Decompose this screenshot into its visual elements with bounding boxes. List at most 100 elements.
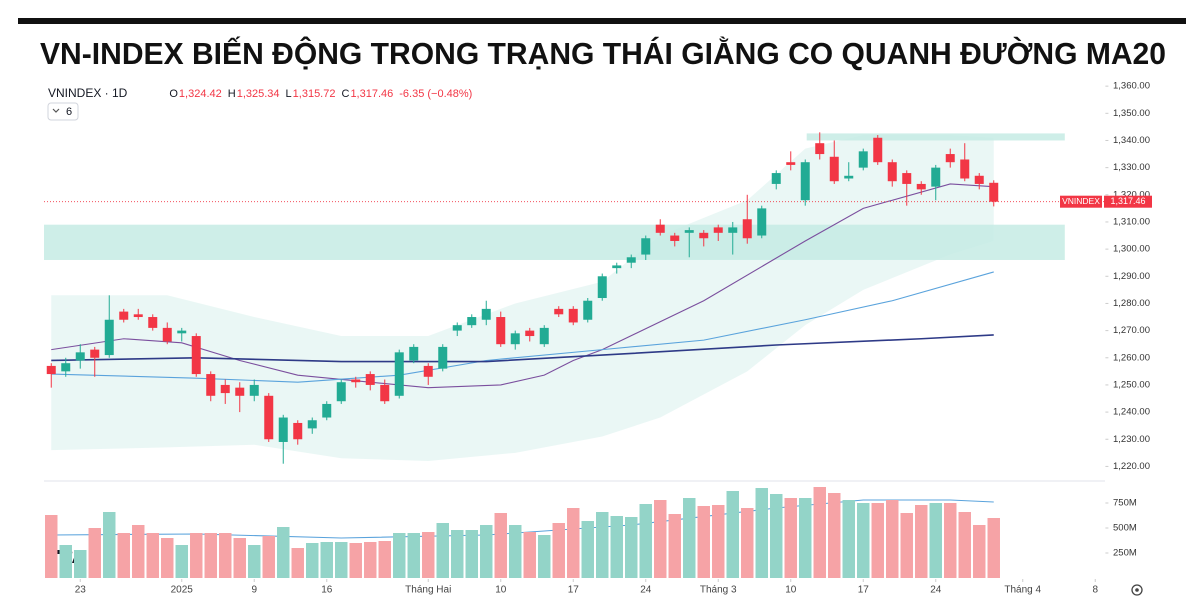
volume-bar	[871, 503, 884, 578]
volume-bar	[436, 523, 449, 578]
volume-bar	[219, 533, 232, 578]
candle-body	[612, 265, 622, 269]
x-tick-label: 10	[495, 585, 507, 596]
y-tick-label: 1,230.00	[1113, 434, 1150, 445]
candle-body	[771, 173, 781, 184]
candle-body	[104, 319, 114, 356]
candle-body	[829, 156, 839, 182]
volume-bar	[262, 536, 275, 578]
candle-body	[177, 330, 187, 334]
volume-bar	[161, 538, 174, 578]
volume-bar	[306, 543, 319, 578]
candle-body	[90, 349, 100, 358]
volume-bar	[857, 503, 870, 578]
legend-text: VNINDEX · 1D	[48, 86, 128, 100]
volume-bar	[248, 545, 261, 578]
candle-body	[525, 330, 535, 337]
legend-text: H	[228, 88, 236, 100]
legend-text: O	[169, 88, 178, 100]
x-tick-label: Tháng Hai	[405, 585, 451, 596]
candle-body	[162, 327, 172, 342]
x-tick-label: 8	[1092, 585, 1098, 596]
volume-bar	[944, 503, 957, 578]
volume-bar	[842, 500, 855, 578]
candle-body	[757, 208, 767, 236]
candle-body	[351, 379, 361, 383]
candle-body	[670, 235, 680, 241]
volume-bar	[204, 533, 217, 578]
x-tick-label: 24	[640, 585, 652, 596]
volume-bar	[668, 514, 681, 578]
candle-body	[742, 219, 752, 239]
y-tick-label: 1,240.00	[1113, 407, 1150, 418]
candle-body	[452, 325, 462, 331]
x-tick-label: Tháng 3	[700, 585, 737, 596]
bollinger-band	[51, 135, 994, 461]
volume-bar	[378, 541, 391, 578]
candle-body	[307, 420, 317, 429]
volume-bar	[509, 525, 522, 578]
candle-body	[597, 276, 607, 299]
chart-title: VN-INDEX BIẾN ĐỘNG TRONG TRẠNG THÁI GIẰN…	[40, 35, 1166, 71]
volume-bar	[233, 538, 246, 578]
candle-body	[786, 162, 796, 165]
candle-body	[380, 384, 390, 402]
settings-icon[interactable]	[1131, 584, 1143, 596]
volume-tick-label: 750M	[1113, 498, 1137, 509]
volume-bar	[480, 525, 493, 578]
candle-body	[539, 327, 549, 345]
y-tick-label: 1,260.00	[1113, 352, 1150, 363]
y-tick-label: 1,280.00	[1113, 298, 1150, 309]
y-tick-label: 1,300.00	[1113, 244, 1150, 255]
plot	[44, 133, 1065, 539]
candle-body	[583, 300, 593, 320]
volume-bar	[407, 533, 420, 578]
volume-bar	[610, 516, 623, 578]
volume-bar	[726, 491, 739, 578]
volume-bar	[755, 488, 768, 578]
volume-bar	[770, 494, 783, 578]
volume-bar	[103, 512, 116, 578]
volume-bar	[364, 542, 377, 578]
candle-body	[322, 403, 332, 418]
volume-bar	[175, 545, 188, 578]
candle-body	[235, 387, 245, 396]
legend-text: -6.35 (−0.48%)	[399, 88, 472, 100]
volume-bar	[581, 521, 594, 578]
price-tag-name-bg	[1060, 195, 1102, 208]
volume-bar	[146, 533, 159, 578]
volume-bar	[697, 506, 710, 578]
price-zone	[806, 133, 1065, 141]
volume-bar	[654, 500, 667, 578]
candle-body	[133, 314, 143, 318]
indicator-toggle[interactable]	[47, 102, 79, 121]
volume-bar	[59, 545, 72, 578]
y-tick-label: 1,330.00	[1113, 162, 1150, 173]
candle-body	[293, 422, 303, 440]
volume-bar	[494, 513, 507, 578]
volume-bar	[886, 500, 899, 578]
volume-bar	[88, 528, 101, 578]
candle-body	[394, 352, 404, 396]
moving-average	[51, 183, 994, 389]
x-tick-label: 9	[251, 585, 257, 596]
candle-body	[148, 317, 158, 328]
y-tick-label: 1,310.00	[1113, 216, 1150, 227]
candle-body	[684, 230, 694, 233]
volume-bar	[45, 515, 58, 578]
x-tick-label: 10	[785, 585, 797, 596]
y-tick-label: 1,320.00	[1113, 189, 1150, 200]
candle-body	[554, 308, 564, 315]
legend-text: L	[286, 88, 292, 100]
candle-body	[46, 365, 56, 375]
candle-body	[945, 154, 955, 163]
candle-body	[728, 227, 738, 233]
candle-body	[858, 151, 868, 168]
candle-body	[206, 374, 216, 396]
y-tick-label: 1,270.00	[1113, 325, 1150, 336]
x-tick-label: 17	[858, 585, 870, 596]
y-tick-label: 1,220.00	[1113, 461, 1150, 472]
candle-body	[278, 417, 288, 442]
candle-body	[481, 308, 491, 320]
volume-bar	[393, 533, 406, 578]
